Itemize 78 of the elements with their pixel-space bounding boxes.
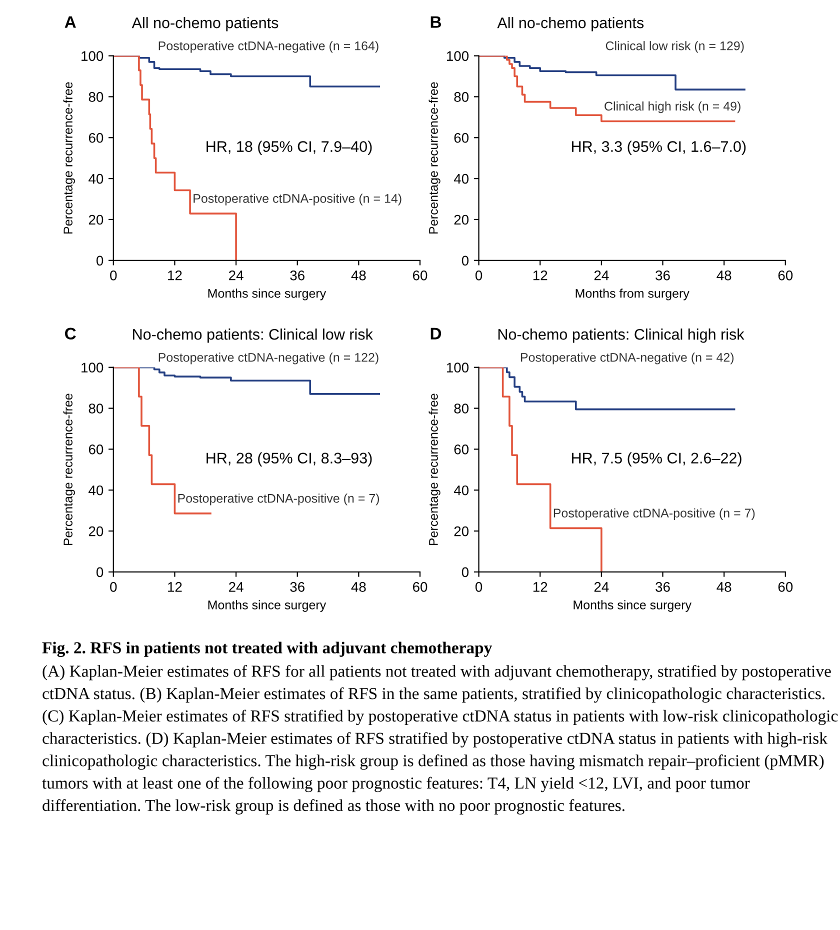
- series-label: Clinical low risk (n = 129): [606, 41, 744, 53]
- chart-title: All no-chemo patients: [132, 17, 278, 32]
- x-tick-label: 48: [351, 582, 366, 592]
- x-tick-label: 24: [594, 582, 609, 592]
- chart-title: No-chemo patients: Clinical high risk: [498, 328, 744, 343]
- x-tick-label: 36: [290, 270, 304, 280]
- y-axis-title: Percentage recurrence-free: [63, 394, 75, 546]
- annotation: HR, 28 (95% CI, 8.3–93): [206, 452, 372, 467]
- series-label: Postoperative ctDNA-positive (n = 7): [178, 494, 380, 506]
- y-tick-label: 60: [88, 132, 104, 143]
- x-axis-title: Months since surgery: [574, 600, 692, 612]
- x-tick-label: 0: [475, 582, 482, 592]
- y-axis-title: Percentage recurrence-free: [63, 82, 75, 234]
- x-axis-title: Months since surgery: [208, 600, 326, 612]
- text: A: [64, 16, 76, 28]
- x-axis-title: Months from surgery: [576, 288, 690, 300]
- x-tick-label: 0: [110, 270, 117, 280]
- y-tick-label: 20: [88, 526, 104, 536]
- y-tick-label: 80: [454, 92, 469, 102]
- text: C: [65, 328, 76, 340]
- y-tick-label: 40: [88, 174, 104, 184]
- x-tick-label: 0: [110, 582, 117, 592]
- x-tick-label: 48: [351, 270, 366, 280]
- series-label: Postoperative ctDNA-positive (n = 7): [554, 508, 755, 520]
- x-tick-label: 60: [778, 270, 793, 280]
- series-label: Clinical high risk (n = 49): [604, 101, 740, 114]
- x-tick-label: 24: [229, 270, 244, 280]
- x-tick-label: 48: [716, 270, 732, 280]
- y-tick-label: 60: [454, 132, 469, 143]
- x-tick-label: 12: [168, 270, 182, 280]
- y-tick-label: 80: [454, 404, 469, 414]
- x-tick-label: 60: [778, 582, 793, 592]
- text: Fig. 2. RFS in patients not treated with adjuvant chemotherapy: [42, 642, 492, 657]
- y-axis-title: Percentage recurrence-free: [428, 82, 440, 234]
- x-tick-label: 12: [168, 582, 182, 592]
- y-tick-label: 60: [88, 444, 104, 454]
- series-label: Postoperative ctDNA-negative (n = 42): [520, 352, 734, 364]
- text: B: [430, 16, 442, 28]
- y-tick-label: 80: [88, 404, 104, 414]
- y-axis-title: Percentage recurrence-free: [428, 394, 440, 546]
- y-tick-label: 20: [88, 214, 104, 225]
- y-tick-label: 20: [454, 214, 469, 225]
- x-tick-label: 24: [594, 270, 609, 280]
- y-tick-label: 100: [446, 51, 469, 61]
- chart-title: No-chemo patients: Clinical low risk: [133, 328, 373, 343]
- x-tick-label: 36: [656, 582, 670, 592]
- x-axis-title: Months since surgery: [208, 288, 326, 300]
- y-tick-label: 40: [88, 485, 104, 496]
- y-tick-label: 40: [454, 174, 469, 184]
- y-tick-label: 0: [96, 256, 104, 266]
- y-tick-label: 40: [454, 485, 469, 496]
- y-tick-label: 80: [88, 92, 104, 102]
- x-tick-label: 12: [533, 270, 548, 280]
- chart-title: All no-chemo patients: [497, 17, 644, 32]
- y-tick-label: 60: [454, 444, 469, 454]
- annotation: HR, 3.3 (95% CI, 1.6–7.0): [572, 140, 746, 155]
- y-tick-label: 0: [96, 567, 104, 578]
- y-tick-label: 100: [82, 362, 104, 373]
- text: D: [430, 328, 442, 340]
- y-tick-label: 0: [462, 567, 469, 578]
- x-tick-label: 12: [533, 582, 548, 592]
- y-tick-label: 100: [82, 51, 104, 61]
- x-tick-label: 36: [656, 270, 670, 280]
- series-label: Postoperative ctDNA-negative (n = 164): [158, 41, 378, 53]
- x-tick-label: 24: [229, 582, 244, 592]
- x-tick-label: 60: [412, 582, 428, 592]
- annotation: HR, 18 (95% CI, 7.9–40): [206, 140, 372, 155]
- x-tick-label: 36: [290, 582, 304, 592]
- text: (A) Kaplan-Meier estimates of RFS for all patients not treated with adjuvant chemotherapy, stratified by postoperative ctDNA status. (B) Kaplan-Meier estimates of RFS in the same patients, stratified by clinicopathologic characteristics. (C) Kaplan-Meier estimates of RFS stratified by postoperative ctDNA status in patients with low-risk clinicopathologic characteristics. (D) Kaplan-Meier estimates of RFS stratified by postoperative ctDNA status in patients with high-risk clinicopathologic characteristics. The high-risk group is defined as those having mismatch repair–proficient (pMMR) tumors with at least one of the following poor prognostic features: T4, LN yield <12, LVI, and poor tumor differentiation. The low-risk group is defined as those with no poor prognostic features.: [42, 664, 838, 815]
- series-label: Postoperative ctDNA-positive (n = 14): [194, 194, 402, 206]
- y-tick-label: 100: [446, 362, 469, 373]
- x-tick-label: 0: [475, 270, 482, 280]
- series-label: Postoperative ctDNA-negative (n = 122): [158, 352, 378, 364]
- annotation: HR, 7.5 (95% CI, 2.6–22): [572, 452, 742, 467]
- x-tick-label: 60: [412, 270, 428, 280]
- y-tick-label: 0: [462, 256, 469, 266]
- y-tick-label: 20: [454, 526, 469, 536]
- x-tick-label: 48: [716, 582, 732, 592]
